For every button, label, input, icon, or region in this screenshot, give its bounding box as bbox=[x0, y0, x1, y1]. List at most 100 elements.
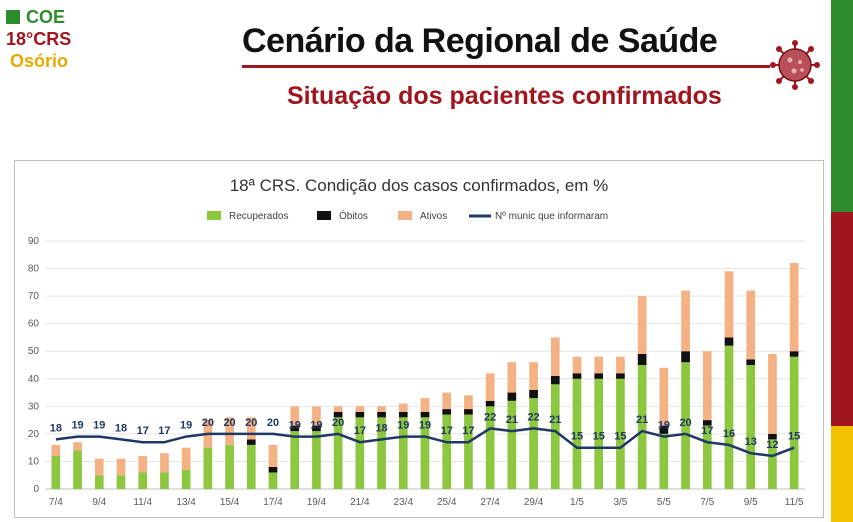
bar-recuperados bbox=[790, 357, 799, 489]
x-tick-label: 1/5 bbox=[570, 497, 584, 508]
bar-obitos bbox=[269, 467, 278, 473]
bar-ativos bbox=[573, 357, 582, 374]
data-label: 17 bbox=[701, 425, 713, 437]
logo: COE 18°CRS Osório bbox=[6, 6, 71, 72]
bar-ativos bbox=[594, 357, 603, 374]
bar-obitos bbox=[529, 390, 538, 398]
data-label: 22 bbox=[484, 411, 496, 423]
side-stripe-yellow bbox=[831, 426, 853, 522]
bar-obitos bbox=[573, 373, 582, 379]
bar-obitos bbox=[616, 373, 625, 379]
bar-recuperados bbox=[247, 445, 256, 489]
x-tick-label: 29/4 bbox=[524, 497, 544, 508]
data-label: 17 bbox=[462, 425, 474, 437]
legend-label: Óbitos bbox=[339, 209, 368, 222]
bar-ativos bbox=[269, 445, 278, 467]
bar-obitos bbox=[508, 393, 517, 401]
legend-swatch bbox=[398, 211, 412, 220]
bar-ativos bbox=[638, 296, 647, 354]
chart-title: 18ª CRS. Condição dos casos confirmados,… bbox=[230, 176, 609, 195]
page-title: Cenário da Regional de Saúde bbox=[242, 22, 717, 61]
bar-ativos bbox=[182, 448, 191, 470]
data-label: 20 bbox=[223, 417, 235, 429]
logo-osorio: Osório bbox=[6, 50, 71, 72]
page-subtitle: Situação dos pacientes confirmados bbox=[287, 82, 722, 111]
data-label: 17 bbox=[354, 425, 366, 437]
bar-ativos bbox=[746, 291, 755, 360]
bar-recuperados bbox=[551, 384, 560, 489]
data-label: 19 bbox=[289, 420, 301, 432]
chart-legend: Recuperados Óbitos Ativos Nº munic que info… bbox=[207, 209, 608, 222]
bar-ativos bbox=[725, 271, 734, 337]
y-tick-label: 90 bbox=[28, 236, 40, 247]
bar-ativos bbox=[117, 459, 126, 476]
y-tick-label: 10 bbox=[28, 456, 40, 467]
data-label: 19 bbox=[180, 420, 192, 432]
x-tick-label: 23/4 bbox=[394, 497, 414, 508]
bar-ativos bbox=[442, 393, 451, 410]
bar-ativos bbox=[52, 445, 61, 456]
bar-ativos bbox=[464, 395, 473, 409]
data-label: 15 bbox=[593, 431, 605, 443]
data-label: 16 bbox=[723, 428, 735, 440]
title-underline bbox=[242, 65, 770, 68]
data-label: 15 bbox=[571, 431, 583, 443]
bar-obitos bbox=[399, 412, 408, 418]
data-label: 19 bbox=[93, 420, 105, 432]
chart-container: 18ª CRS. Condição dos casos confirmados,… bbox=[14, 160, 824, 518]
x-tick-label: 27/4 bbox=[480, 497, 500, 508]
bar-obitos bbox=[551, 376, 560, 384]
data-label: 19 bbox=[397, 420, 409, 432]
data-label: 20 bbox=[679, 417, 691, 429]
bar-recuperados bbox=[138, 472, 147, 489]
data-label: 17 bbox=[158, 425, 170, 437]
logo-coe: COE bbox=[26, 6, 65, 28]
bar-recuperados bbox=[52, 456, 61, 489]
bar-ativos bbox=[377, 406, 386, 412]
side-stripe-red bbox=[831, 212, 853, 426]
y-tick-label: 60 bbox=[28, 319, 40, 330]
side-stripe-green bbox=[831, 0, 853, 212]
data-label: 15 bbox=[788, 431, 800, 443]
bar-recuperados bbox=[160, 472, 169, 489]
x-tick-label: 9/4 bbox=[92, 497, 106, 508]
bar-obitos bbox=[746, 359, 755, 365]
bar-ativos bbox=[551, 337, 560, 376]
bar-recuperados bbox=[225, 445, 234, 489]
bar-recuperados bbox=[73, 450, 82, 489]
bar-obitos bbox=[421, 412, 430, 418]
data-label: 20 bbox=[202, 417, 214, 429]
data-label: 21 bbox=[549, 414, 561, 426]
y-tick-label: 40 bbox=[28, 374, 40, 385]
x-tick-label: 21/4 bbox=[350, 497, 370, 508]
data-label: 17 bbox=[441, 425, 453, 437]
bar-obitos bbox=[247, 439, 256, 445]
bar-obitos bbox=[725, 337, 734, 345]
chart: 18ª CRS. Condição dos casos confirmados,… bbox=[15, 161, 823, 517]
bar-ativos bbox=[703, 351, 712, 420]
bar-obitos bbox=[594, 373, 603, 379]
y-tick-label: 0 bbox=[33, 484, 39, 495]
bar-recuperados bbox=[95, 475, 104, 489]
bar-obitos bbox=[790, 351, 799, 357]
green-square-icon bbox=[6, 10, 20, 24]
y-tick-label: 70 bbox=[28, 291, 40, 302]
bar-recuperados bbox=[746, 365, 755, 489]
data-label: 20 bbox=[332, 417, 344, 429]
x-tick-label: 5/5 bbox=[657, 497, 671, 508]
bar-obitos bbox=[377, 412, 386, 418]
data-label: 19 bbox=[658, 420, 670, 432]
bar-recuperados bbox=[182, 470, 191, 489]
bar-recuperados bbox=[269, 472, 278, 489]
data-label: 12 bbox=[766, 439, 778, 451]
x-tick-label: 19/4 bbox=[307, 497, 327, 508]
bar-ativos bbox=[73, 442, 82, 450]
x-tick-label: 15/4 bbox=[220, 497, 240, 508]
bar-recuperados bbox=[204, 448, 213, 489]
legend-label: Recuperados bbox=[229, 211, 288, 222]
bar-ativos bbox=[660, 368, 669, 426]
bar-recuperados bbox=[117, 475, 126, 489]
data-label: 22 bbox=[527, 411, 539, 423]
bar-ativos bbox=[356, 406, 365, 412]
bar-recuperados bbox=[638, 365, 647, 489]
